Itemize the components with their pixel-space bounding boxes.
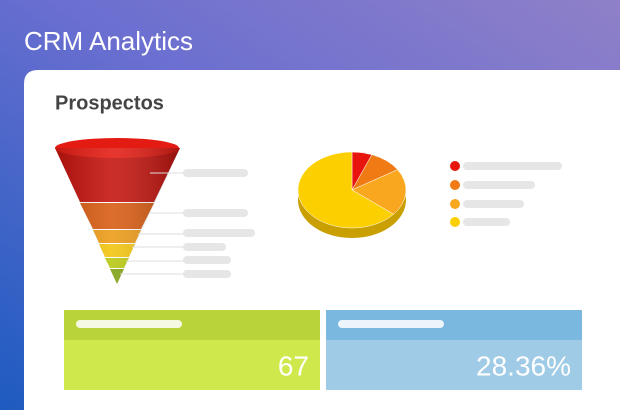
placeholder-label — [183, 229, 255, 237]
placeholder-label — [463, 200, 524, 208]
pie-slice — [351, 169, 407, 215]
placeholder-label — [183, 256, 231, 264]
placeholder-label — [338, 320, 444, 328]
app-title: CRM Analytics — [24, 26, 193, 56]
legend-dot — [450, 161, 460, 171]
placeholder-label — [463, 162, 562, 170]
placeholder-label — [76, 320, 182, 328]
kpi-body — [326, 340, 582, 390]
card-title: Prospectos — [55, 92, 164, 114]
kpi-value: 28.36% — [476, 350, 571, 381]
legend-dot — [450, 180, 460, 190]
placeholder-label — [463, 218, 510, 226]
placeholder-label — [183, 270, 231, 278]
kpi-tile: 28.36% — [326, 310, 582, 390]
legend-dot — [450, 217, 460, 227]
legend-dot — [450, 199, 460, 209]
pie-slice — [297, 151, 395, 229]
placeholder-label — [183, 169, 248, 177]
kpi-body — [64, 340, 320, 390]
pie-legend — [450, 161, 562, 227]
placeholder-label — [183, 243, 226, 251]
funnel — [55, 138, 255, 284]
pie-chart — [297, 151, 407, 238]
placeholder-label — [463, 181, 535, 189]
kpi-tile: 67 — [64, 310, 320, 390]
funnel-shading — [55, 148, 180, 284]
kpi-value: 67 — [278, 350, 309, 381]
placeholder-label — [183, 209, 248, 217]
